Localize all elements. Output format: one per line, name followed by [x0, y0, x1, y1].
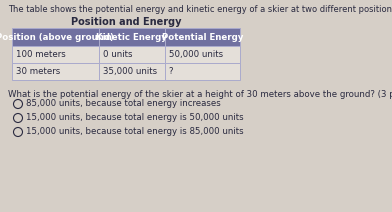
Bar [99, 28, 165, 46]
Text: 15,000 units, because total energy is 50,000 units: 15,000 units, because total energy is 50… [27, 113, 244, 123]
Bar [99, 63, 165, 80]
Bar [165, 28, 240, 46]
Bar [99, 46, 165, 63]
Text: 0 units: 0 units [103, 50, 132, 59]
Text: 85,000 units, because total energy increases: 85,000 units, because total energy incre… [27, 99, 221, 109]
Text: 15,000 units, because total energy is 85,000 units: 15,000 units, because total energy is 85… [27, 127, 244, 137]
Text: Kinetic Energy: Kinetic Energy [96, 32, 167, 42]
Bar [12, 46, 99, 63]
Text: The table shows the potential energy and kinetic energy of a skier at two differ: The table shows the potential energy and… [8, 5, 392, 14]
Text: Potential Energy: Potential Energy [162, 32, 243, 42]
Text: 35,000 units: 35,000 units [103, 67, 157, 76]
Text: 30 meters: 30 meters [16, 67, 60, 76]
Bar [12, 28, 99, 46]
Bar [165, 46, 240, 63]
Text: What is the potential energy of the skier at a height of 30 meters above the gro: What is the potential energy of the skie… [8, 90, 392, 99]
Bar [165, 63, 240, 80]
Bar [12, 63, 99, 80]
Text: Position (above ground): Position (above ground) [0, 32, 114, 42]
Text: ?: ? [169, 67, 173, 76]
Text: 50,000 units: 50,000 units [169, 50, 223, 59]
Text: 100 meters: 100 meters [16, 50, 66, 59]
Text: Position and Energy: Position and Energy [71, 17, 181, 27]
